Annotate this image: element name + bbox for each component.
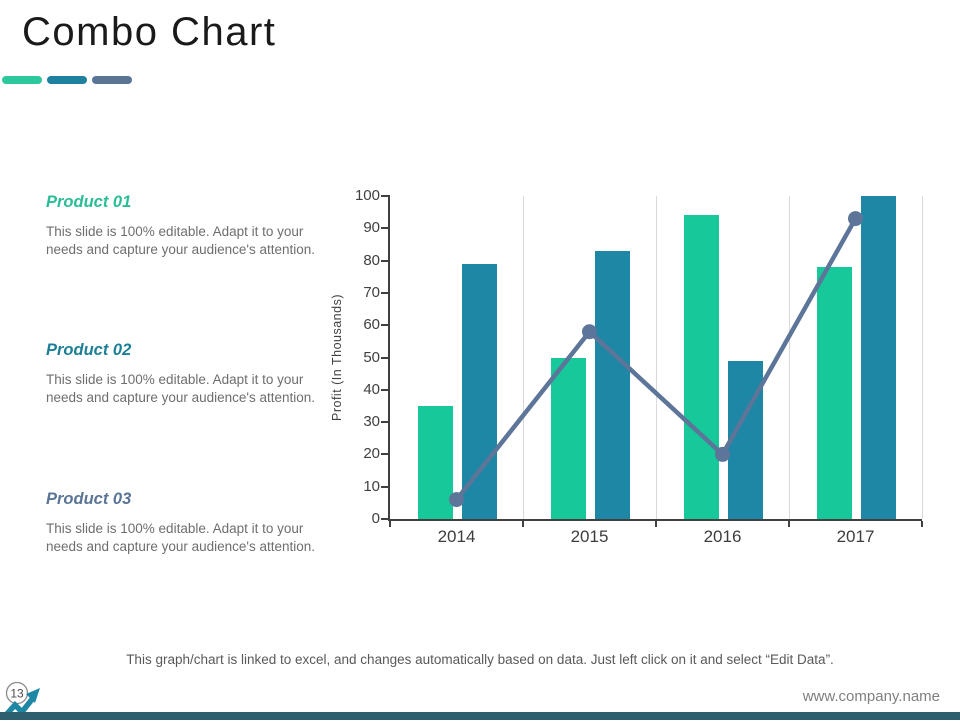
website-text: www.company.name — [802, 688, 940, 705]
product-02-description: This slide is 100% editable. Adapt it to… — [46, 372, 316, 405]
product-01-heading: Product 01 — [46, 193, 132, 211]
x-category-label: 2014 — [437, 527, 476, 546]
bar-product-02-2016 — [728, 360, 763, 519]
y-tick — [381, 485, 388, 488]
page-number-text: 13 — [10, 687, 24, 701]
x-category-label: 2016 — [703, 527, 742, 546]
y-tick-label: 100 — [354, 187, 380, 204]
y-tick-label: 20 — [363, 445, 380, 463]
y-tick — [381, 227, 388, 230]
line-marker — [449, 492, 464, 508]
bar-product-02-2014 — [462, 263, 497, 519]
product-03-heading: Product 03 — [46, 490, 132, 508]
y-tick — [381, 518, 388, 520]
accent-bar-green — [2, 76, 42, 84]
trend-arrow-icon: 13 — [2, 681, 40, 719]
x-category-label: 2015 — [570, 527, 609, 546]
gridline — [788, 196, 790, 519]
product-02-heading: Product 02 — [46, 341, 132, 359]
gridline — [522, 196, 524, 519]
x-tick — [655, 521, 657, 527]
y-tick — [381, 388, 388, 391]
y-tick-label: 90 — [363, 219, 380, 237]
bar-product-01-2015 — [551, 357, 586, 519]
line-marker — [582, 324, 597, 340]
bar-product-01-2017 — [817, 267, 852, 519]
line-marker — [715, 446, 730, 462]
line-series — [449, 211, 863, 508]
y-tick-label: 10 — [363, 477, 380, 495]
slide-title: Combo Chart — [22, 10, 277, 54]
bar-product-02-2017 — [861, 196, 896, 519]
product-03-description: This slide is 100% editable. Adapt it to… — [46, 521, 316, 554]
y-tick-label: 70 — [363, 283, 380, 301]
y-tick — [381, 421, 388, 424]
bottom-bar — [0, 712, 960, 720]
title-accent-bars — [2, 76, 132, 84]
y-tick-label: 30 — [363, 413, 380, 431]
accent-bar-teal — [47, 76, 87, 84]
x-category-label: 2017 — [836, 527, 875, 546]
y-tick-label: 60 — [363, 316, 380, 334]
y-tick — [381, 453, 388, 456]
y-tick — [381, 324, 388, 327]
gridline — [655, 196, 657, 519]
footer-note: This graph/chart is linked to excel, and… — [126, 652, 834, 667]
y-tick — [381, 259, 388, 262]
bar-product-01-2016 — [684, 215, 719, 519]
product-01-section: Product 01 This slide is 100% editable. … — [46, 193, 318, 258]
y-tick — [381, 291, 388, 294]
x-tick — [522, 521, 524, 527]
y-axis-line — [388, 195, 390, 521]
product-02-section: Product 02 This slide is 100% editable. … — [46, 341, 318, 406]
product-01-description: This slide is 100% editable. Adapt it to… — [46, 224, 316, 257]
gridline — [921, 196, 923, 519]
bar-product-01-2014 — [418, 405, 453, 519]
y-tick-label: 0 — [371, 510, 380, 527]
product-03-section: Product 03 This slide is 100% editable. … — [46, 490, 318, 555]
plot-area — [390, 196, 923, 519]
y-tick-label: 50 — [363, 348, 380, 366]
x-axis-line — [388, 519, 922, 521]
x-tick — [788, 521, 790, 527]
x-tick — [921, 521, 923, 527]
x-tick — [389, 521, 391, 527]
y-tick-label: 40 — [363, 380, 380, 398]
line-marker — [848, 211, 863, 227]
page-number-badge: 13 — [2, 681, 48, 720]
y-tick — [381, 356, 388, 359]
bar-product-02-2015 — [595, 250, 630, 519]
y-tick — [381, 195, 388, 197]
y-tick-label: 80 — [363, 251, 380, 269]
accent-bar-slate — [92, 76, 132, 84]
